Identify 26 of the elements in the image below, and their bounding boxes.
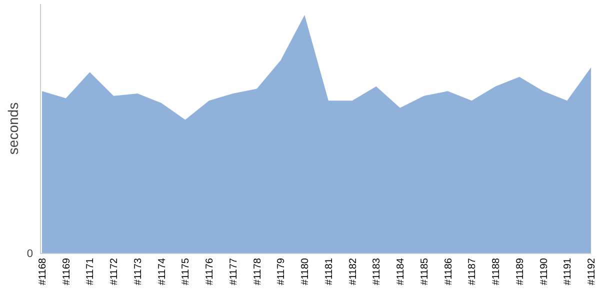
x-tick-label: #1176 — [204, 258, 216, 286]
x-tick-label: #1183 — [372, 258, 383, 286]
text: 0 — [26, 248, 33, 260]
x-tick-label: #1190 — [538, 258, 550, 286]
x-tick-label: #1187 — [467, 258, 478, 286]
x-tick-label: #1175 — [180, 258, 192, 286]
x-tick-label: #1169 — [61, 258, 72, 286]
x-tick-label: #1192 — [586, 258, 598, 286]
x-tick-label: #1179 — [276, 258, 288, 286]
x-tick-label: #1178 — [252, 258, 264, 286]
x-tick-label: #1181 — [324, 258, 335, 286]
x-tick-label: #1186 — [443, 258, 454, 286]
x-tick-label: #1191 — [562, 258, 574, 286]
x-tick-label: #1168 — [38, 258, 48, 286]
x-tick-label: #1172 — [109, 258, 120, 286]
x-tick-label: #1188 — [491, 258, 502, 286]
x-tick-label: #1177 — [228, 258, 240, 286]
x-tick-label: #1182 — [348, 258, 359, 286]
x-tick-label: #1180 — [300, 258, 312, 286]
y-axis-title: seconds — [5, 102, 21, 155]
x-tick-label: #1184 — [396, 258, 407, 286]
x-tick-label: #1174 — [156, 258, 168, 286]
x-tick-label: #1171 — [85, 258, 96, 286]
x-tick-label: #1189 — [514, 258, 526, 286]
x-tick-label: #1185 — [419, 258, 430, 286]
x-tick-label: #1173 — [132, 258, 144, 286]
